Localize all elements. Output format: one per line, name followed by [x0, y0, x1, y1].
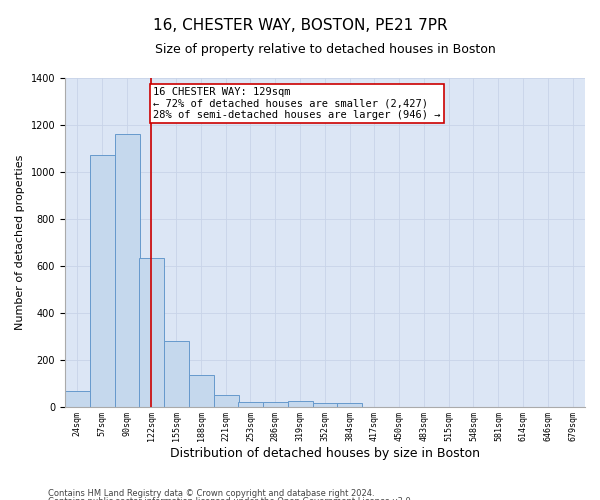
- Bar: [288, 400, 313, 406]
- Text: Contains HM Land Registry data © Crown copyright and database right 2024.: Contains HM Land Registry data © Crown c…: [48, 488, 374, 498]
- Bar: [238, 402, 263, 406]
- Bar: [263, 402, 288, 406]
- Text: 16, CHESTER WAY, BOSTON, PE21 7PR: 16, CHESTER WAY, BOSTON, PE21 7PR: [152, 18, 448, 32]
- Bar: [115, 134, 140, 406]
- Bar: [164, 341, 189, 406]
- Bar: [189, 375, 214, 406]
- Bar: [337, 403, 362, 406]
- Y-axis label: Number of detached properties: Number of detached properties: [15, 154, 25, 330]
- Bar: [313, 403, 338, 406]
- Bar: [214, 396, 239, 406]
- Title: Size of property relative to detached houses in Boston: Size of property relative to detached ho…: [155, 42, 496, 56]
- Bar: [65, 392, 90, 406]
- Text: Contains public sector information licensed under the Open Government Licence v3: Contains public sector information licen…: [48, 497, 413, 500]
- Bar: [90, 155, 115, 406]
- X-axis label: Distribution of detached houses by size in Boston: Distribution of detached houses by size …: [170, 447, 480, 460]
- Bar: [139, 258, 164, 406]
- Text: 16 CHESTER WAY: 129sqm
← 72% of detached houses are smaller (2,427)
28% of semi-: 16 CHESTER WAY: 129sqm ← 72% of detached…: [153, 87, 440, 120]
